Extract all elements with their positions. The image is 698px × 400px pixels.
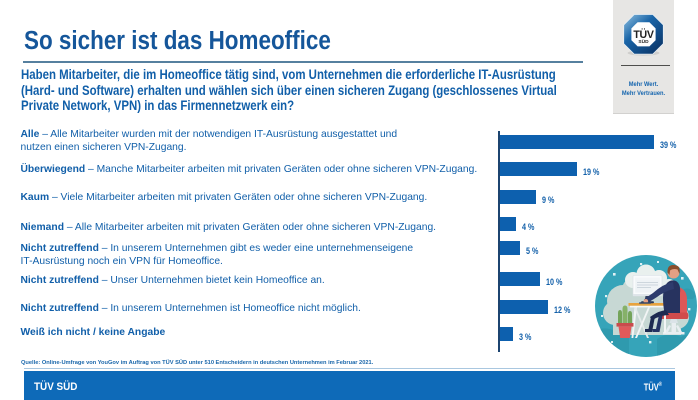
svg-text:TÜV: TÜV bbox=[633, 28, 654, 41]
svg-text:SÜD: SÜD bbox=[638, 38, 649, 45]
